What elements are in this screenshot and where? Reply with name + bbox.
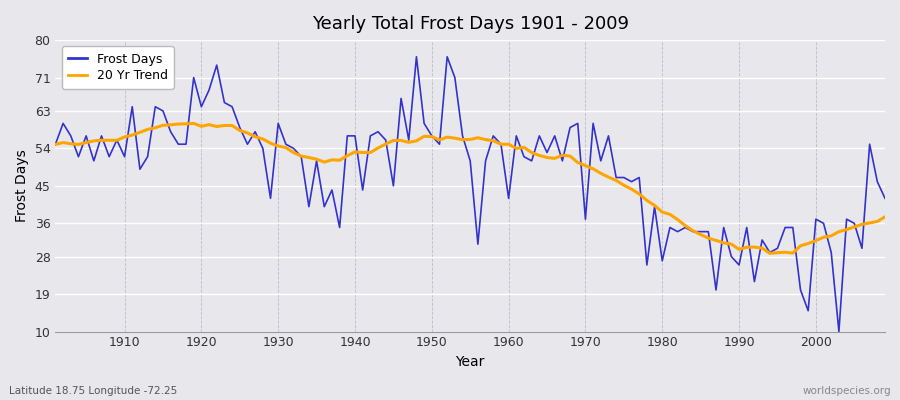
Frost Days bbox=[327, 188, 338, 192]
20 Yr Trend bbox=[764, 251, 775, 256]
Text: Latitude 18.75 Longitude -72.25: Latitude 18.75 Longitude -72.25 bbox=[9, 386, 177, 396]
Frost Days bbox=[281, 142, 292, 147]
Title: Yearly Total Frost Days 1901 - 2009: Yearly Total Frost Days 1901 - 2009 bbox=[311, 15, 629, 33]
20 Yr Trend bbox=[503, 142, 514, 147]
Frost Days bbox=[603, 134, 614, 138]
20 Yr Trend bbox=[603, 175, 614, 180]
Text: worldspecies.org: worldspecies.org bbox=[803, 386, 891, 396]
Frost Days bbox=[879, 196, 890, 201]
Frost Days bbox=[50, 142, 61, 147]
20 Yr Trend bbox=[288, 150, 299, 155]
Frost Days bbox=[833, 329, 844, 334]
20 Yr Trend bbox=[188, 121, 199, 126]
X-axis label: Year: Year bbox=[455, 355, 485, 369]
Frost Days bbox=[411, 54, 422, 59]
20 Yr Trend bbox=[879, 214, 890, 219]
20 Yr Trend bbox=[112, 138, 122, 143]
Legend: Frost Days, 20 Yr Trend: Frost Days, 20 Yr Trend bbox=[62, 46, 174, 89]
20 Yr Trend bbox=[50, 142, 61, 147]
Frost Days bbox=[112, 138, 122, 142]
Line: 20 Yr Trend: 20 Yr Trend bbox=[56, 123, 885, 253]
Line: Frost Days: Frost Days bbox=[56, 57, 885, 332]
20 Yr Trend bbox=[334, 158, 345, 163]
Y-axis label: Frost Days: Frost Days bbox=[15, 150, 29, 222]
Frost Days bbox=[503, 196, 514, 201]
20 Yr Trend bbox=[511, 146, 522, 151]
Frost Days bbox=[511, 134, 522, 138]
